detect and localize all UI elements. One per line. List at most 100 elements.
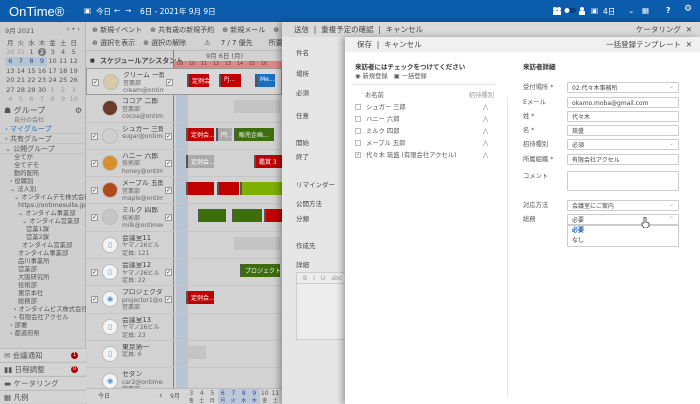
group-tree-item[interactable]: オンタイム事業部	[18, 250, 69, 257]
visitor-checkbox[interactable]: ✓	[355, 152, 361, 158]
calendar-day[interactable]: 7	[39, 95, 45, 104]
calendar-day[interactable]: 22	[27, 76, 36, 85]
visitor-item[interactable]: ハニー 六郎 ⋀	[355, 116, 500, 124]
group-tree-item[interactable]: › オンタイムビズ株式会社	[14, 306, 86, 313]
editor-button[interactable]: I	[313, 275, 315, 282]
row-checkbox-right[interactable]: ✓	[165, 296, 172, 304]
group-tree-item[interactable]: https://ontimesuite.jp/s...	[18, 202, 86, 209]
group-tree-item[interactable]: 営業1課	[26, 226, 49, 233]
group-tree-item[interactable]: 東京本社	[18, 290, 44, 297]
event-block[interactable]: 鑑賞 3	[254, 154, 282, 168]
group-tree-item[interactable]: 技術部	[18, 282, 37, 289]
calendar-day[interactable]: 26	[69, 76, 78, 85]
today-button[interactable]: 今日	[96, 7, 111, 16]
calendar-day[interactable]: 13	[6, 66, 15, 75]
resource-row[interactable]: ✓✓メープル 五郎営業部maple@ontimede...	[86, 177, 282, 205]
visitor-item[interactable]: ✓ 代々木 琉盛 (有限会社アクセル) ⋀	[355, 152, 500, 160]
gear-icon[interactable]: ⚙	[74, 106, 82, 115]
calendar-day[interactable]: 10	[69, 95, 78, 104]
event-block[interactable]	[240, 182, 282, 196]
next-button[interactable]: →	[125, 6, 132, 15]
save-button[interactable]: 保存	[357, 40, 372, 49]
calendar-day[interactable]: 14	[16, 66, 25, 75]
calendar-day[interactable]: 3	[71, 85, 76, 94]
calendar-day[interactable]: 20	[6, 76, 15, 85]
group-tree-item[interactable]: 営業2課	[26, 234, 49, 241]
calendar-nav[interactable]: ‹ • ›	[66, 25, 80, 33]
row-checkbox-right[interactable]: ✓	[165, 214, 172, 222]
bulk-register-radio[interactable]: ▣ 一括登録	[393, 73, 427, 80]
group-tree-item[interactable]: 営業部	[18, 266, 37, 273]
row-checkbox[interactable]: ✓	[91, 296, 98, 304]
group-tree-item[interactable]: ⌄ 公開グループ	[0, 144, 86, 154]
calendar-day[interactable]: 17	[48, 66, 57, 75]
help-icon[interactable]: ?	[666, 6, 671, 15]
group-tree-item[interactable]: オンタイム営業部	[22, 242, 73, 249]
event-block[interactable]	[217, 182, 239, 196]
calendar-day[interactable]: 29	[27, 85, 36, 94]
calendar-day[interactable]: 16	[37, 66, 47, 75]
event-block[interactable]: 円...	[216, 127, 232, 141]
calendar-day[interactable]: 31	[16, 47, 25, 56]
resource-row[interactable]: ✓✓ミルク 四郎技術部milk@ontimedemo...	[86, 204, 282, 232]
today-button[interactable]: 今日	[98, 393, 111, 400]
row-checkbox-right[interactable]: ✓	[165, 159, 172, 167]
calendar-day[interactable]: 12	[69, 57, 78, 66]
row-checkbox[interactable]: ✓	[91, 269, 98, 277]
editor-button[interactable]: B	[303, 275, 308, 282]
calendar-day[interactable]: 18	[58, 66, 68, 75]
row-checkbox[interactable]: ✓	[91, 187, 98, 195]
calendar-day[interactable]: 15	[27, 66, 36, 75]
event-block[interactable]	[264, 209, 282, 223]
group-tree-item[interactable]: ⌄ オンタイム営業部	[22, 218, 80, 225]
calendar-day[interactable]: 9	[36, 56, 48, 66]
grid-icon[interactable]: ▦	[642, 6, 650, 15]
calendar-day[interactable]: 24	[48, 76, 57, 85]
calendar-day[interactable]: 5	[18, 95, 23, 104]
row-checkbox[interactable]: ✓	[91, 132, 98, 140]
calendar-day[interactable]: 7	[15, 56, 27, 66]
row-checkbox[interactable]: ✓	[92, 79, 99, 86]
calendar-day[interactable]: 19	[69, 66, 78, 75]
new-register-radio[interactable]: ◉ 新規登録	[355, 73, 388, 80]
event-block[interactable]	[232, 209, 262, 223]
visitor-checkbox[interactable]	[355, 140, 361, 146]
calendar-day[interactable]: 27	[6, 85, 15, 94]
footer-day[interactable]: 10 金	[260, 390, 269, 404]
row-checkbox-right[interactable]: ✓	[165, 187, 172, 195]
calendar-day[interactable]: 4	[8, 95, 13, 104]
event-block[interactable]: Pj...	[219, 74, 241, 87]
calendar-day[interactable]: 1	[29, 47, 34, 56]
visitor-checkbox[interactable]	[355, 116, 361, 122]
toolbar-button[interactable]: ⊕ 選択の解除	[143, 39, 187, 47]
row-checkbox[interactable]: ✓	[91, 214, 98, 222]
close-icon[interactable]: ✕	[685, 40, 692, 49]
group-tree-item[interactable]: 全てデモ	[14, 162, 40, 169]
visitor-checkbox[interactable]	[355, 128, 361, 134]
prev-month-button[interactable]: ‹	[159, 391, 163, 401]
field-input[interactable]: 会議室にご案内	[567, 200, 679, 211]
prev-button[interactable]: ←	[114, 6, 121, 15]
calendar-day[interactable]: 30	[6, 47, 15, 56]
resource-row[interactable]: ▯ 東京第一 定員: 6	[86, 341, 282, 369]
editor-button[interactable]: U	[320, 275, 326, 282]
calendar-day[interactable]: 25	[58, 76, 68, 85]
calendar-day[interactable]: 3	[50, 47, 55, 56]
side-button-2[interactable]: ▬ ケータリング	[0, 376, 86, 389]
row-checkbox-right[interactable]: ✓	[165, 269, 172, 277]
event-block[interactable]: 定例会...	[186, 291, 214, 305]
calendar-day[interactable]: 30	[37, 85, 47, 94]
visitor-item[interactable]: ミルク 四郎 ⋀	[355, 128, 500, 136]
editor-button[interactable]: abc	[331, 275, 343, 282]
calendar-day[interactable]: 21	[16, 76, 25, 85]
event-block[interactable]: 定例会...	[187, 74, 209, 87]
side-button-1[interactable]: ▮▮ 日程調整 0	[0, 362, 86, 375]
people-toggle-icon[interactable]	[552, 6, 586, 17]
